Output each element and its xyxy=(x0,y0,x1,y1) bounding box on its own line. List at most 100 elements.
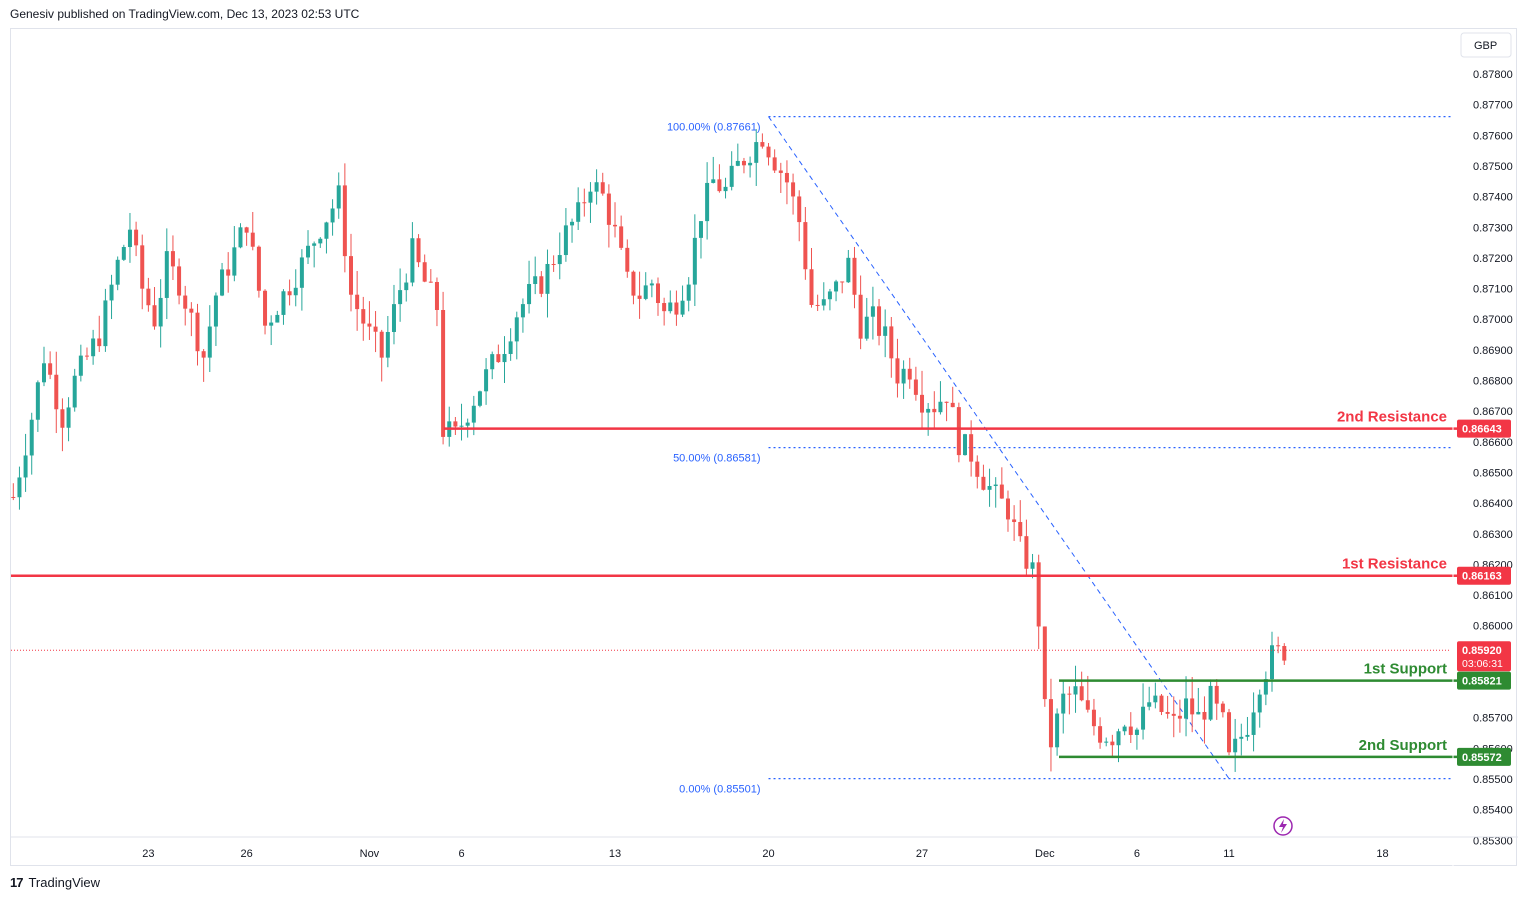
candle-up xyxy=(729,165,734,187)
time-tick-label: 11 xyxy=(1223,848,1234,860)
candle-up xyxy=(926,408,931,413)
candle-up xyxy=(121,247,126,260)
lightning-icon xyxy=(1273,816,1293,836)
price-tick-label: 0.86100 xyxy=(1473,590,1513,602)
candle-up xyxy=(723,186,728,192)
candle-up xyxy=(588,191,593,203)
candle-down xyxy=(613,224,618,227)
candle-down xyxy=(913,379,918,395)
candle-down xyxy=(84,355,89,357)
candle-up xyxy=(465,422,470,426)
candle-up xyxy=(306,245,311,258)
price-tick-label: 0.86700 xyxy=(1473,406,1513,418)
price-tick-label: 0.87800 xyxy=(1473,69,1513,81)
candle-down xyxy=(1159,695,1164,712)
candle-down xyxy=(379,331,384,358)
candle-up xyxy=(576,202,581,222)
candle-down xyxy=(1282,646,1287,661)
candle-down xyxy=(244,227,249,233)
candle-up xyxy=(1239,736,1244,739)
candle-up xyxy=(1208,685,1213,720)
publish-info: Genesiv published on TradingView.com, De… xyxy=(10,7,360,21)
candle-down xyxy=(1177,715,1182,719)
candle-up xyxy=(1270,645,1274,680)
price-tick-label: 0.87300 xyxy=(1473,222,1513,234)
candle-up xyxy=(23,455,28,478)
chart-frame[interactable]: 100.00% (0.87661) 50.00% (0.86581) 0.00% (… xyxy=(10,28,1518,867)
candle-down xyxy=(1098,726,1103,743)
candle-up xyxy=(1196,711,1201,715)
candle-up xyxy=(692,237,697,285)
candle-up xyxy=(754,142,759,163)
time-tick-label: 18 xyxy=(1376,848,1388,860)
candle-up xyxy=(318,238,323,244)
candle-down xyxy=(134,229,139,246)
candle-up xyxy=(570,221,575,226)
candle-up xyxy=(594,182,599,192)
candle-down xyxy=(582,202,587,204)
price-tick-label: 0.87600 xyxy=(1473,130,1513,142)
candle-up xyxy=(127,229,132,248)
candle-up xyxy=(158,297,163,327)
candle-up xyxy=(1141,706,1146,730)
candle-up xyxy=(735,160,740,166)
candle-up xyxy=(748,162,753,166)
candle-down xyxy=(969,434,974,462)
candle-down xyxy=(349,256,353,295)
candle-up xyxy=(42,363,46,383)
price-tick-label: 0.86800 xyxy=(1473,376,1513,388)
price-tick-label: 0.87400 xyxy=(1473,192,1513,204)
candle-up xyxy=(527,284,532,305)
time-tick-label: Nov xyxy=(360,848,380,860)
candle-up xyxy=(391,304,396,332)
candle-down xyxy=(1005,498,1010,520)
candle-down xyxy=(342,185,347,257)
resistance-level-label: 1st Resistance xyxy=(1342,556,1447,573)
candle-down xyxy=(809,269,814,305)
time-tick-label: 27 xyxy=(916,848,928,860)
price-axis-badge xyxy=(1457,747,1511,766)
candle-up xyxy=(686,284,691,301)
candle-down xyxy=(1202,711,1207,720)
price-axis-badge xyxy=(1457,671,1511,690)
candle-down xyxy=(373,326,378,332)
candle-down xyxy=(1171,713,1176,716)
candle-down xyxy=(895,358,900,384)
candle-up xyxy=(987,486,992,490)
candle-up xyxy=(846,257,851,283)
candle-up xyxy=(115,259,120,285)
candle-up xyxy=(275,314,280,323)
footer: 17 TradingView xyxy=(10,875,100,890)
candle-down xyxy=(999,484,1004,499)
candle-down xyxy=(1091,709,1096,727)
price-tick-label: 0.86900 xyxy=(1473,345,1513,357)
candle-up xyxy=(459,425,464,427)
candle-up xyxy=(680,300,685,315)
candle-down xyxy=(1012,519,1017,523)
price-tick-label: 0.86000 xyxy=(1473,621,1513,633)
candle-down xyxy=(287,291,292,296)
candle-down xyxy=(361,309,366,324)
time-axis: 23 26 Nov 6 13 20 27 Dec 6 11 18 xyxy=(11,836,1518,860)
candle-down xyxy=(250,232,255,247)
price-tick-label: 0.87200 xyxy=(1473,253,1513,265)
candle-down xyxy=(772,157,777,171)
price-tick-label: 0.86600 xyxy=(1473,437,1513,449)
price-tick-label: 0.85500 xyxy=(1473,774,1513,786)
price-axis-badge-label: 0.86163 xyxy=(1462,571,1502,583)
candle-down xyxy=(907,368,912,380)
current-price-label: 0.85920 xyxy=(1462,645,1502,657)
candle-down xyxy=(803,222,808,270)
price-axis-badge-label: 0.85572 xyxy=(1462,752,1502,764)
candle-up xyxy=(1251,712,1256,735)
candle-up xyxy=(207,326,212,358)
candle-down xyxy=(1085,700,1090,710)
candle-down xyxy=(256,246,261,291)
candle-down xyxy=(60,409,65,428)
candle-down xyxy=(877,306,882,336)
candle-up xyxy=(66,407,71,428)
horizontal-levels: 2nd Resistance 1st Resistance 1st Support 2… xyxy=(11,409,1457,759)
candle-down xyxy=(656,283,660,304)
candle-up xyxy=(545,263,550,294)
candlestick-chart[interactable]: 100.00% (0.87661) 50.00% (0.86581) 0.00% (… xyxy=(11,29,1518,867)
